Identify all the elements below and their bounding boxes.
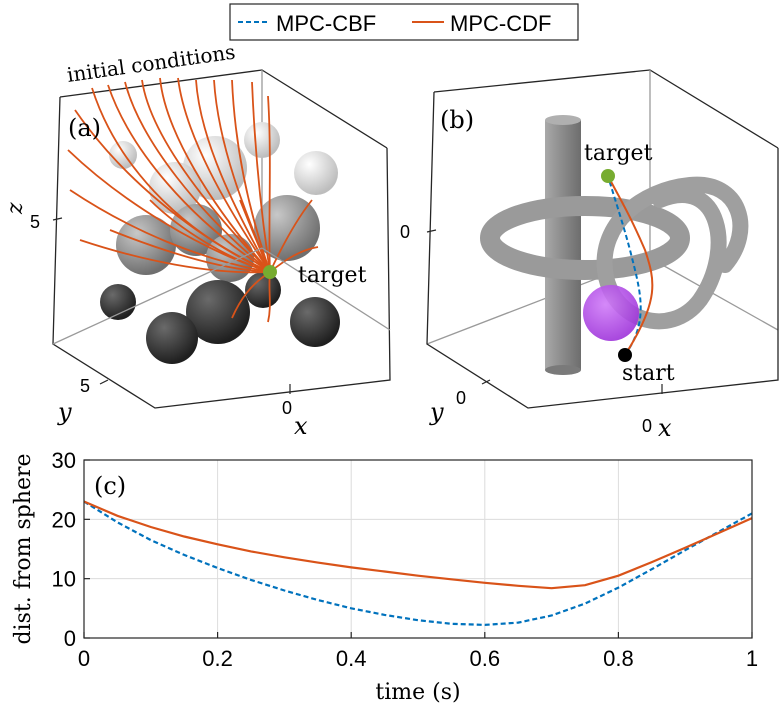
panel-c-x-tick-label-4: 0.8 xyxy=(603,646,634,671)
panel-b-purple-sphere xyxy=(583,285,639,341)
panel-c-series-line-mpc-cdf xyxy=(83,500,753,590)
panel-b-back-top xyxy=(433,69,779,149)
panel-b-y-tick-label: 0 xyxy=(456,388,466,408)
panel-c-plot-area xyxy=(84,460,752,638)
panel-c-x-tick-label-2: 0.4 xyxy=(336,646,367,671)
panel-a-target-label: target xyxy=(298,263,367,288)
panel-a-floor-diagonal xyxy=(52,247,263,345)
panel-a-x-tick-label: 0 xyxy=(282,398,292,418)
panel-a: initial conditions (a) target 5 z 5 y 0 … xyxy=(3,40,391,440)
panel-a-z-tick-mark xyxy=(52,217,63,221)
panel-b-spiral-obstacle xyxy=(596,176,749,330)
panel-c-x-tick-label-0: 0 xyxy=(78,646,90,671)
panel-b-target-label: target xyxy=(584,141,653,166)
panel-a-front-frame xyxy=(52,96,391,409)
panel-a-x-axis-label: x xyxy=(294,412,308,440)
panel-b-cylinder-obstacle xyxy=(545,115,581,375)
panel-c-y-tick-label-3: 30 xyxy=(52,448,76,473)
panel-a-obstacle-spheres xyxy=(100,122,340,364)
panel-b-trajectory-mpc-cbf xyxy=(607,175,642,356)
panel-b-y-tick-mark xyxy=(481,379,491,385)
panel-c-x-axis-label: time (s) xyxy=(375,680,460,705)
panel-a-y-tick-mark xyxy=(99,379,109,385)
panel-a-initial-conditions-label: initial conditions xyxy=(65,40,236,87)
panel-c-x-tick-label-1: 0.2 xyxy=(202,646,233,671)
panel-b-z-tick-mark xyxy=(426,229,437,233)
panel-a-y-tick-label: 5 xyxy=(80,376,90,396)
panel-b-torus-obstacle xyxy=(480,196,690,280)
legend: MPC-CBF MPC-CDF xyxy=(229,3,579,41)
panel-c-y-tick-label-2: 20 xyxy=(52,507,76,532)
panel-a-floor-edge xyxy=(261,247,391,331)
panel-c-series xyxy=(83,500,753,627)
panel-b-y-axis-label: y xyxy=(429,398,444,426)
legend-label-mpc-cbf: MPC-CBF xyxy=(276,11,376,36)
panel-c-y-axis-label: dist. from sphere xyxy=(11,453,36,644)
legend-box xyxy=(229,3,579,41)
panel-b-x-axis-label: x xyxy=(658,414,672,442)
panel-c-y-tick-label-0: 0 xyxy=(64,626,76,651)
panel-a-z-tick-label: 5 xyxy=(30,212,40,232)
panel-c-grid xyxy=(84,460,752,638)
panel-b-start-label: start xyxy=(622,361,675,386)
legend-label-mpc-cdf: MPC-CDF xyxy=(450,11,551,36)
panel-c-frame xyxy=(83,459,753,639)
panel-c-tag: (c) xyxy=(94,472,126,500)
panel-c-x-tick-label-3: 0.6 xyxy=(470,646,501,671)
panel-a-target-marker xyxy=(263,265,277,279)
panel-b-tag: (b) xyxy=(440,106,474,134)
panel-b-z-tick-label: 0 xyxy=(400,222,410,242)
panel-b-trajectory-mpc-cdf xyxy=(607,175,654,356)
panel-a-tag: (a) xyxy=(68,114,101,142)
panel-c-x-tick-label-5: 1 xyxy=(746,646,758,671)
panel-b-floor-edge xyxy=(649,257,779,331)
panel-b-start-marker xyxy=(618,348,632,362)
panel-b-x-tick-label: 0 xyxy=(642,416,652,436)
panel-a-z-axis-label: z xyxy=(3,202,28,215)
panel-b-target-marker xyxy=(601,169,615,183)
panel-b-front-frame xyxy=(426,91,779,409)
panel-a-y-axis-label: y xyxy=(57,398,72,426)
panel-b: (b) target start 0 0 y 0 x xyxy=(400,69,779,442)
panel-c-y-tick-label-1: 10 xyxy=(52,567,76,592)
